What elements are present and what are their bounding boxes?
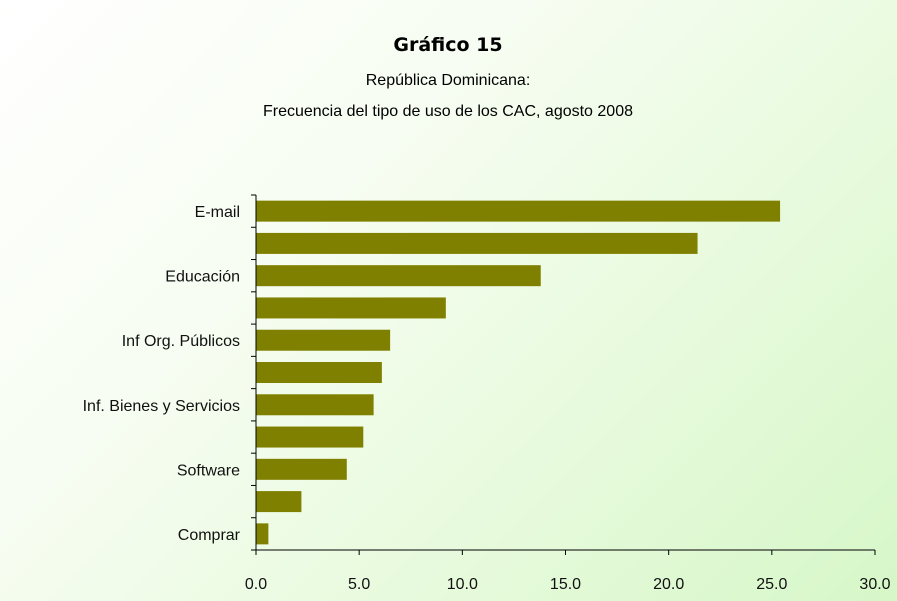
category-label-10: Comprar <box>178 527 241 544</box>
x-tick-label-4: 20.0 <box>653 576 684 593</box>
chart-subtitle-line-2: Frecuencia del tipo de uso de los CAC, a… <box>263 103 633 120</box>
plot-area: E-mail Educación Inf Org. Públicos Inf. Bie… <box>83 194 891 593</box>
bar-5 <box>256 362 382 383</box>
x-tick-label-2: 10.0 <box>447 576 478 593</box>
x-tick-label-5: 25.0 <box>756 576 787 593</box>
chart-subtitle-line-1: República Dominicana: <box>366 72 531 89</box>
bar-9 <box>256 491 302 513</box>
bar-4 <box>256 329 391 351</box>
bar-0 <box>256 200 781 222</box>
bar-2 <box>256 265 541 287</box>
bar-8 <box>256 458 347 480</box>
x-tick-label-1: 5.0 <box>348 576 370 593</box>
x-tick-label-6: 30.0 <box>859 576 890 593</box>
category-label-4: Inf Org. Públicos <box>122 333 240 350</box>
bar-6 <box>256 394 374 416</box>
chart-title: Gráfico 15 <box>393 34 502 56</box>
x-tick-label-3: 15.0 <box>550 576 581 593</box>
x-tick-label-0: 0.0 <box>245 576 267 593</box>
category-label-6: Inf. Bienes y Servicios <box>83 398 240 415</box>
category-label-8: Software <box>177 462 240 479</box>
bar-1 <box>256 232 698 254</box>
category-label-0: E-mail <box>195 204 240 221</box>
bar-3 <box>256 297 446 319</box>
bar-7 <box>256 426 364 448</box>
category-label-2: Educación <box>165 269 240 286</box>
bar-10 <box>256 523 269 545</box>
